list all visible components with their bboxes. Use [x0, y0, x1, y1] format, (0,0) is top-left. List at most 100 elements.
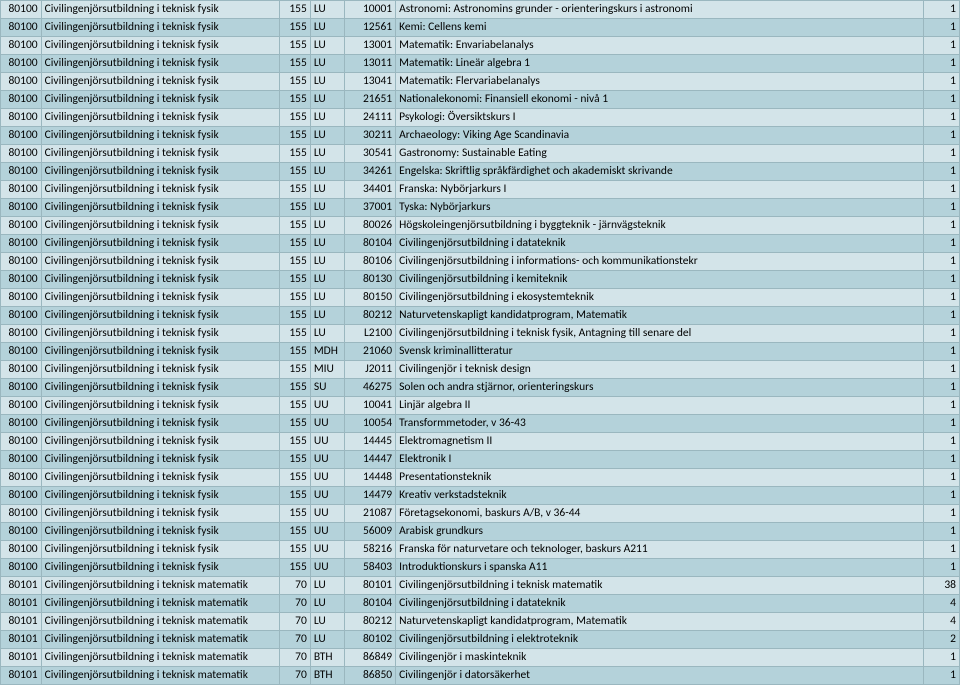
cell: 1	[924, 667, 960, 685]
cell: Civilingenjörsutbildning i teknisk fysik	[41, 361, 280, 379]
cell: 1	[924, 289, 960, 307]
cell: 10001	[345, 1, 396, 19]
cell: 37001	[345, 199, 396, 217]
cell: 80101	[345, 577, 396, 595]
cell: 80101	[1, 577, 42, 595]
cell: 1	[924, 55, 960, 73]
cell: Civilingenjörsutbildning i teknisk fysik	[41, 19, 280, 37]
cell: 155	[280, 73, 310, 91]
cell: 80212	[345, 307, 396, 325]
table-row: 80100Civilingenjörsutbildning i teknisk …	[1, 397, 960, 415]
data-table: 80100Civilingenjörsutbildning i teknisk …	[0, 0, 960, 685]
cell: Introduktionskurs i spanska A11	[396, 559, 924, 577]
cell: 1	[924, 253, 960, 271]
cell: Civilingenjörsutbildning i teknisk matem…	[41, 649, 280, 667]
cell: 80101	[1, 595, 42, 613]
cell: 14448	[345, 469, 396, 487]
cell: 46275	[345, 379, 396, 397]
cell: 80101	[1, 631, 42, 649]
cell: 155	[280, 433, 310, 451]
cell: 1	[924, 1, 960, 19]
cell: 1	[924, 325, 960, 343]
cell: 80100	[1, 361, 42, 379]
cell: Högskoleingenjörsutbildning i byggteknik…	[396, 217, 924, 235]
cell: 58216	[345, 541, 396, 559]
cell: 4	[924, 595, 960, 613]
table-row: 80100Civilingenjörsutbildning i teknisk …	[1, 289, 960, 307]
cell: LU	[310, 577, 345, 595]
cell: LU	[310, 55, 345, 73]
table-row: 80100Civilingenjörsutbildning i teknisk …	[1, 433, 960, 451]
cell: Elektromagnetism II	[396, 433, 924, 451]
cell: 13011	[345, 55, 396, 73]
cell: 80100	[1, 325, 42, 343]
cell: 155	[280, 325, 310, 343]
cell: UU	[310, 505, 345, 523]
cell: Svensk kriminallitteratur	[396, 343, 924, 361]
cell: 1	[924, 397, 960, 415]
cell: MIU	[310, 361, 345, 379]
cell: 13001	[345, 37, 396, 55]
cell: LU	[310, 163, 345, 181]
cell: Civilingenjörsutbildning i teknisk fysik	[41, 451, 280, 469]
cell: LU	[310, 289, 345, 307]
cell: 155	[280, 1, 310, 19]
table-row: 80100Civilingenjörsutbildning i teknisk …	[1, 505, 960, 523]
cell: Naturvetenskapligt kandidatprogram, Mate…	[396, 613, 924, 631]
cell: 80100	[1, 163, 42, 181]
table-row: 80101Civilingenjörsutbildning i teknisk …	[1, 577, 960, 595]
cell: 80100	[1, 433, 42, 451]
cell: 58403	[345, 559, 396, 577]
table-row: 80100Civilingenjörsutbildning i teknisk …	[1, 145, 960, 163]
cell: 80100	[1, 523, 42, 541]
table-row: 80100Civilingenjörsutbildning i teknisk …	[1, 199, 960, 217]
cell: 80100	[1, 37, 42, 55]
cell: 70	[280, 649, 310, 667]
cell: 14445	[345, 433, 396, 451]
cell: 80100	[1, 307, 42, 325]
table-row: 80100Civilingenjörsutbildning i teknisk …	[1, 307, 960, 325]
cell: 80100	[1, 397, 42, 415]
cell: 80100	[1, 19, 42, 37]
cell: 86850	[345, 667, 396, 685]
cell: Civilingenjörsutbildning i teknisk fysik	[41, 109, 280, 127]
cell: LU	[310, 19, 345, 37]
cell: 155	[280, 109, 310, 127]
table-row: 80100Civilingenjörsutbildning i teknisk …	[1, 343, 960, 361]
cell: 155	[280, 559, 310, 577]
cell: Civilingenjörsutbildning i teknisk matem…	[396, 577, 924, 595]
cell: Civilingenjörsutbildning i teknisk fysik	[41, 379, 280, 397]
cell: 80100	[1, 505, 42, 523]
cell: Kreativ verkstadsteknik	[396, 487, 924, 505]
cell: Civilingenjörsutbildning i kemiteknik	[396, 271, 924, 289]
cell: 155	[280, 37, 310, 55]
cell: UU	[310, 415, 345, 433]
cell: 1	[924, 127, 960, 145]
cell: Naturvetenskapligt kandidatprogram, Mate…	[396, 307, 924, 325]
cell: 12561	[345, 19, 396, 37]
cell: 80100	[1, 55, 42, 73]
cell: Franska för naturvetare och teknologer, …	[396, 541, 924, 559]
cell: Civilingenjörsutbildning i teknisk fysik	[41, 163, 280, 181]
cell: LU	[310, 595, 345, 613]
cell: Civilingenjör i maskinteknik	[396, 649, 924, 667]
cell: 80100	[1, 469, 42, 487]
cell: 1	[924, 73, 960, 91]
cell: 1	[924, 487, 960, 505]
cell: Civilingenjörsutbildning i informations-…	[396, 253, 924, 271]
cell: UU	[310, 541, 345, 559]
cell: Civilingenjörsutbildning i datateknik	[396, 595, 924, 613]
cell: Civilingenjörsutbildning i teknisk fysik	[41, 523, 280, 541]
cell: Civilingenjörsutbildning i teknisk fysik	[41, 415, 280, 433]
cell: Civilingenjör i teknisk design	[396, 361, 924, 379]
cell: 80130	[345, 271, 396, 289]
cell: 1	[924, 235, 960, 253]
cell: 80101	[1, 667, 42, 685]
cell: Franska: Nybörjarkurs I	[396, 181, 924, 199]
cell: 1	[924, 559, 960, 577]
cell: Solen och andra stjärnor, orienteringsku…	[396, 379, 924, 397]
table-row: 80100Civilingenjörsutbildning i teknisk …	[1, 181, 960, 199]
table-row: 80100Civilingenjörsutbildning i teknisk …	[1, 415, 960, 433]
cell: Civilingenjörsutbildning i teknisk fysik	[41, 325, 280, 343]
cell: 80100	[1, 415, 42, 433]
